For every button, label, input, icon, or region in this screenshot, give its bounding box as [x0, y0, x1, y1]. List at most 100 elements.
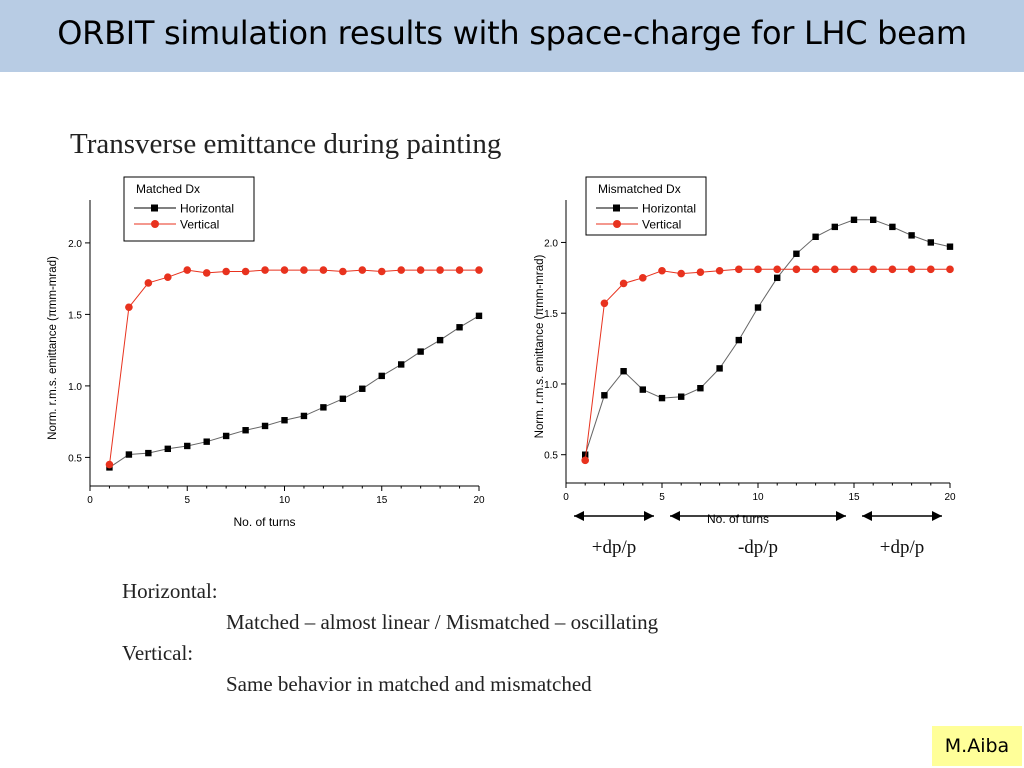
data-point-horizontal	[300, 412, 308, 420]
y-axis-label: Norm. r.m.s. emittance (πmm-mrad)	[534, 255, 546, 439]
data-point-vertical	[715, 266, 724, 275]
series-line-horizontal	[584, 219, 951, 455]
data-point-horizontal	[678, 393, 685, 400]
data-point-vertical	[754, 265, 762, 274]
arrow-label-plus-dp-2: +dp/p	[879, 537, 925, 558]
data-point-horizontal	[582, 451, 589, 458]
data-point-vertical	[639, 274, 647, 282]
arrow-label-plus-dp: +dp/p	[591, 537, 637, 558]
slide-title: ORBIT simulation results with space-char…	[57, 14, 967, 52]
title-bar: ORBIT simulation results with space-char…	[0, 0, 1024, 72]
data-point-vertical	[927, 265, 935, 274]
data-point-horizontal	[774, 274, 781, 282]
data-point-horizontal	[658, 394, 666, 402]
data-point-vertical	[581, 456, 589, 465]
data-point-horizontal	[242, 427, 249, 434]
data-point-vertical	[619, 279, 628, 288]
data-point-horizontal	[145, 449, 152, 457]
note-horizontal-text: Matched – almost linear / Mismatched – o…	[226, 610, 659, 634]
data-point-horizontal	[697, 384, 704, 392]
data-point-vertical	[658, 266, 666, 275]
data-point-horizontal	[164, 445, 171, 453]
y-tick-label: 1.0	[68, 382, 82, 393]
y-tick-label: 2.0	[68, 239, 82, 250]
data-point-vertical	[202, 269, 211, 277]
data-point-horizontal	[831, 223, 838, 231]
data-point-horizontal	[870, 216, 877, 224]
data-point-vertical	[475, 266, 483, 274]
data-point-vertical	[358, 266, 367, 274]
data-point-vertical	[436, 266, 444, 274]
arrow-label-minus-dp: -dp/p	[737, 537, 779, 558]
arrow-head-right	[836, 511, 846, 521]
data-point-horizontal	[716, 365, 723, 372]
x-tick-label: 5	[659, 492, 665, 503]
legend-title: Matched Dx	[136, 182, 200, 196]
data-point-horizontal	[339, 395, 347, 402]
data-point-vertical	[261, 266, 269, 274]
x-tick-label: 10	[279, 495, 291, 506]
data-point-horizontal	[456, 324, 463, 331]
y-tick-label: 0.5	[544, 451, 558, 462]
arrow-head-left	[574, 511, 584, 521]
data-point-vertical	[416, 266, 425, 274]
y-tick-label: 1.0	[544, 380, 558, 391]
data-point-vertical	[339, 267, 347, 276]
legend-marker	[151, 204, 158, 212]
series-line-horizontal	[109, 315, 480, 468]
arrow-head-left	[670, 511, 680, 521]
legend-label-horizontal: Horizontal	[642, 202, 696, 216]
chart-1: 0 5 10 15 20 0.5 1.0 1.5 2.0 No. of turns Norm. r.…	[47, 176, 485, 529]
data-point-vertical	[792, 265, 801, 274]
x-tick-label: 15	[376, 495, 388, 506]
data-point-horizontal	[908, 232, 915, 239]
x-tick-label: 20	[944, 492, 956, 503]
data-point-horizontal	[850, 216, 858, 224]
data-point-horizontal	[620, 368, 627, 375]
data-point-vertical	[773, 265, 781, 274]
data-point-horizontal	[436, 336, 444, 344]
dp-arrows	[574, 511, 942, 521]
data-point-vertical	[831, 265, 839, 274]
data-point-vertical	[455, 266, 464, 274]
arrow-head-right	[644, 511, 654, 521]
x-tick-label: 0	[563, 492, 569, 503]
data-point-horizontal	[320, 404, 327, 411]
data-point-vertical	[735, 265, 743, 274]
legend-marker	[613, 204, 620, 212]
x-tick-label: 0	[87, 495, 93, 506]
note-vertical-heading: Vertical:	[122, 641, 194, 665]
note-vertical-text: Same behavior in matched and mismatched	[226, 672, 592, 696]
legend: Matched Dx Horizontal Vertical	[123, 176, 255, 242]
notes: Horizontal: Matched – almost linear / Mi…	[122, 576, 658, 700]
data-point-horizontal	[359, 385, 366, 392]
data-point-vertical	[300, 266, 308, 274]
data-point-vertical	[319, 266, 328, 274]
data-point-vertical	[600, 299, 609, 308]
data-point-vertical	[125, 303, 133, 312]
x-tick-label: 10	[752, 492, 764, 503]
x-axis-label: No. of turns	[233, 515, 295, 529]
author-credit: M.Aiba	[932, 726, 1022, 766]
data-point-vertical	[677, 269, 685, 278]
y-tick-label: 1.5	[68, 310, 82, 321]
note-horizontal-heading: Horizontal:	[122, 579, 218, 603]
data-point-vertical	[241, 267, 250, 276]
data-point-horizontal	[281, 417, 288, 424]
legend-title: Mismatched Dx	[598, 182, 681, 196]
y-tick-label: 2.0	[544, 238, 558, 249]
data-point-horizontal	[222, 432, 230, 440]
legend-box	[123, 176, 255, 242]
legend-box	[585, 176, 707, 236]
legend-label-vertical: Vertical	[642, 218, 681, 232]
data-point-vertical	[377, 267, 386, 276]
data-point-horizontal	[889, 223, 896, 231]
slide-subtitle: Transverse emittance during painting	[70, 128, 502, 160]
data-point-horizontal	[475, 312, 483, 320]
arrow-head-right	[932, 511, 942, 521]
legend: Mismatched Dx Horizontal Vertical	[585, 176, 707, 236]
data-point-horizontal	[927, 239, 934, 246]
data-point-horizontal	[812, 233, 819, 240]
data-point-vertical	[869, 265, 877, 274]
